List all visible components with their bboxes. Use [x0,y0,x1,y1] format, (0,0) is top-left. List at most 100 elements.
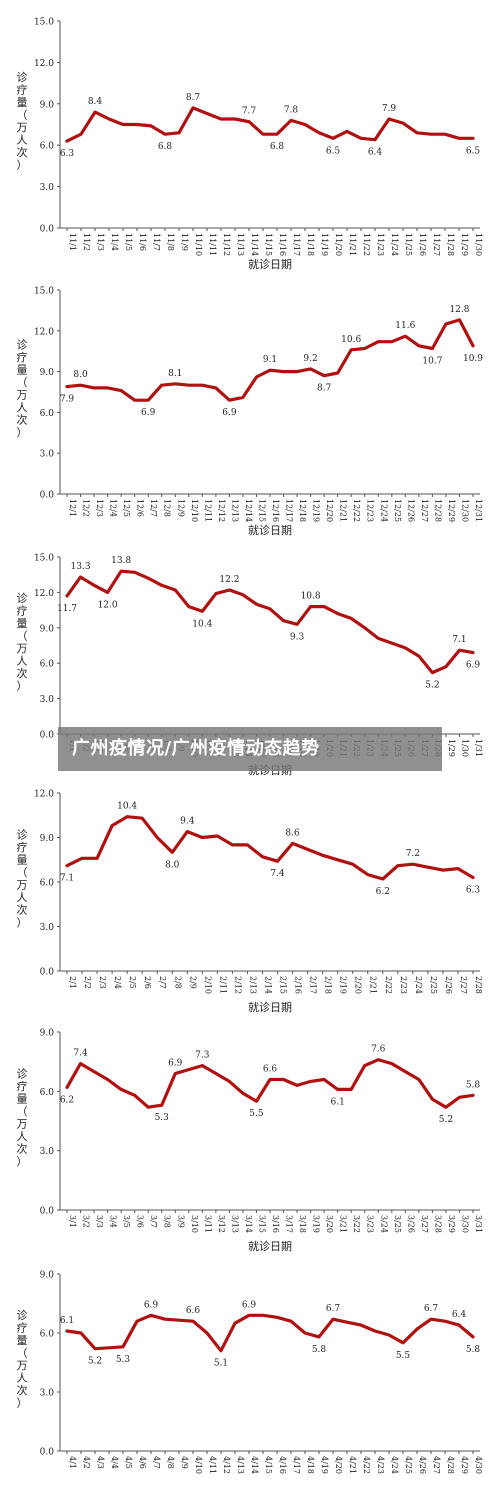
data-point [65,1086,69,1089]
x-tick-label: 4/5 [124,1456,133,1469]
data-label: 7.8 [284,105,299,115]
y-axis-title-char: ） [17,1155,28,1168]
data-point [95,857,99,860]
data-label: 13.8 [111,556,131,566]
y-axis-title-char: 人 [17,654,28,667]
y-axis-title-char: 量 [17,1092,28,1105]
data-point [429,1318,433,1321]
data-label: 7.2 [406,849,420,859]
chart-panel-5: 0.0 3.0 6.0 9.0 3/1 3/2 3/3 3/4 3/5 3/6 3/7 3/8 3/9 3… [17,1029,484,1254]
data-point [275,1316,279,1319]
data-point [255,1100,258,1103]
data-label: 5.2 [88,1357,102,1367]
data-point [133,571,136,574]
data-point [417,344,421,347]
y-tick-label: 0.0 [40,225,55,235]
x-tick-label: 4/14 [250,1456,259,1474]
data-point [441,868,445,872]
data-point [261,1314,265,1317]
data-point [247,1314,251,1317]
data-point [322,605,326,608]
data-label: 12.8 [449,305,469,315]
x-tick-label: 2/13 [248,976,257,994]
data-point [201,610,204,613]
data-label: 7.9 [382,104,397,114]
y-axis-title-char: 次 [17,145,28,159]
data-point [282,619,285,622]
y-axis-title-char: 人 [17,1371,28,1384]
x-tick-label: 12/14 [244,499,253,522]
data-label: 10.6 [341,335,361,345]
x-tick-label: 11/12 [222,233,231,256]
data-label: 5.8 [312,1345,327,1355]
data-point [377,1058,380,1061]
x-tick-label: 11/10 [194,233,203,256]
x-tick-label: 3/30 [460,1215,469,1233]
x-axis-title: 就诊日期 [248,1000,292,1014]
x-tick-label: 4/11 [208,1456,217,1474]
x-tick-label: 11/13 [236,233,245,256]
data-point [187,384,190,387]
x-tick-label: 3/9 [176,1215,185,1228]
data-point [404,1070,407,1073]
y-axis-title-char: 万 [17,1359,28,1372]
data-point [363,347,366,350]
data-point [135,1320,139,1323]
x-tick-label: 3/4 [109,1215,118,1228]
x-tick-label: 11/29 [460,233,469,256]
data-point [79,132,83,136]
x-tick-label: 2/23 [399,976,408,994]
x-tick-label: 12/24 [379,499,388,522]
y-axis-title-char: （ [17,376,28,389]
data-label: 6.9 [168,1059,183,1069]
data-label: 12.0 [98,600,118,610]
y-axis-title-char: 量 [17,853,28,866]
data-label: 6.8 [270,142,285,152]
data-point [431,671,434,674]
x-tick-label: 3/8 [163,1215,172,1228]
x-tick-label: 2/8 [173,976,182,989]
data-point [282,1078,285,1081]
data-point [228,588,231,592]
x-tick-label: 4/22 [362,1456,371,1474]
data-label: 7.7 [242,107,257,117]
x-tick-label: 3/27 [420,1215,429,1233]
x-tick-label: 11/17 [292,233,301,256]
data-point [390,340,393,343]
x-tick-label: 12/8 [163,499,172,517]
x-tick-label: 3/25 [393,1215,402,1233]
y-tick-label: 3.0 [40,1147,55,1157]
data-label: 7.4 [73,1049,88,1059]
data-point [268,1078,272,1081]
y-tick-label: 12.0 [34,790,54,800]
data-point [396,864,400,867]
y-axis-title-char: 人 [17,133,28,146]
data-point [373,1329,377,1333]
x-tick-label: 12/12 [217,499,226,522]
x-tick-label: 4/10 [194,1456,203,1474]
y-tick-label: 9.0 [40,624,55,634]
x-tick-label: 11/21 [348,233,357,256]
x-tick-label: 4/8 [166,1456,175,1469]
data-label: 7.9 [60,395,75,405]
x-tick-label: 2/18 [324,976,333,994]
x-tick-label: 2/17 [309,976,318,994]
data-label: 11.7 [57,604,77,614]
y-axis-title-char: 人 [17,891,28,904]
y-tick-label: 12.0 [34,589,54,599]
x-tick-label: 11/27 [432,233,441,256]
data-point [119,389,123,392]
data-point [255,603,258,606]
y-axis-title-char: ） [17,1396,28,1409]
y-axis-title-char: 诊 [17,70,28,84]
data-point [133,398,136,402]
series-line [65,106,475,143]
data-point [282,370,285,373]
x-tick-label: 12/27 [420,499,429,522]
x-tick-label: 4/26 [418,1456,427,1474]
x-tick-label: 3/16 [271,1215,280,1233]
data-point [363,1064,366,1067]
data-point [106,1078,109,1081]
data-label: 6.3 [60,149,75,159]
x-tick-label: 3/29 [447,1215,456,1233]
